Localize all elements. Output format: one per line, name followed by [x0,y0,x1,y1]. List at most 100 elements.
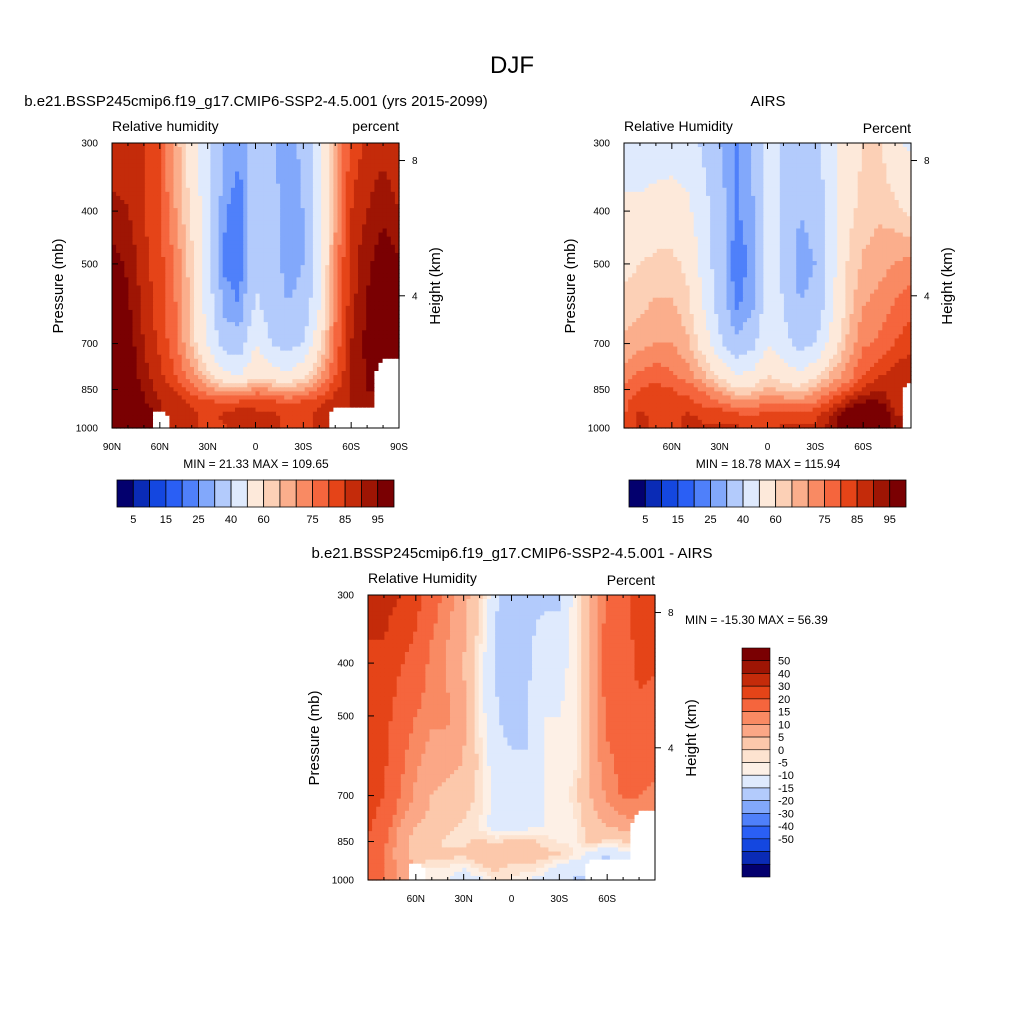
contour-cell [210,350,216,356]
contour-cell [177,285,183,291]
contour-cell [255,375,261,380]
contour-cell [378,200,384,205]
contour-cell [349,220,355,226]
contour-cell [370,330,375,335]
contour-cell [276,379,281,384]
contour-cell [112,362,117,368]
contour-cell [296,261,302,266]
contour-cell [271,163,277,169]
contour-cell [370,261,375,266]
contour-cell [235,338,240,344]
contour-cell [292,224,298,230]
contour-cell [362,187,367,193]
contour-cell [247,208,252,213]
contour-cell [181,257,187,262]
contour-cell [148,338,154,344]
contour-cell [312,208,318,213]
colorbar-label: 95 [372,514,384,526]
contour-cell [321,244,326,250]
contour-cell [181,143,187,148]
x-tick-label: 30N [198,442,216,453]
contour-cell [112,269,117,274]
contour-cell [185,301,191,307]
contour-cell [353,358,359,364]
contour-cell [255,334,261,340]
contour-cell [247,151,252,156]
contour-cell [173,191,179,197]
contour-cell [353,277,359,283]
contour-cell [374,423,380,429]
contour-cell [169,228,175,234]
contour-cell [374,191,380,197]
contour-cell [189,415,195,421]
contour-cell [157,212,162,217]
contour-cell [255,195,261,201]
contour-cell [317,155,322,160]
contour-cell [116,175,121,181]
contour-cell [144,159,150,164]
contour-cell [230,175,236,181]
contour-cell [259,293,265,299]
contour-cell [390,220,396,226]
contour-cell [177,354,183,360]
contour-cell [251,395,257,401]
contour-cell [333,354,339,360]
contour-cell [337,195,343,201]
contour-cell [341,179,347,185]
contour-cell [116,216,121,221]
contour-cell [255,285,261,291]
contour-cell [247,228,252,234]
contour-cell [251,244,257,250]
contour-cell [362,297,367,303]
contour-cell [194,195,199,201]
contour-cell [173,236,179,242]
contour-cell [181,297,187,303]
contour-cell [140,261,146,266]
contour-cell [312,143,318,148]
contour-cell [358,419,363,425]
contour-cell [255,232,261,238]
contour-cell [251,366,257,372]
contour-cell [366,163,371,169]
contour-cell [136,265,142,270]
contour-cell [112,399,117,405]
contour-cell [165,379,170,384]
contour-cell [124,208,129,213]
contour-cell [280,204,285,209]
contour-cell [349,399,355,405]
contour-cell [165,208,170,213]
contour-cell [263,187,269,193]
contour-cell [177,216,183,221]
contour-cell [382,163,388,169]
contour-cell [124,419,129,425]
contour-cell [341,309,347,315]
contour-cell [251,147,257,152]
contour-cell [169,216,175,221]
contour-cell [321,228,326,234]
contour-cell [255,371,261,376]
contour-cell [210,216,216,221]
contour-cell [263,358,269,364]
contour-cell [140,362,146,368]
contour-cell [321,395,326,401]
contour-cell [112,423,117,429]
contour-cell [181,330,187,335]
contour-cell [304,391,310,397]
contour-cell [140,297,146,303]
contour-cell [247,366,252,372]
contour-cell [255,309,261,315]
contour-cell [259,195,265,201]
contour-cell [288,175,293,181]
contour-cell [292,293,298,299]
contour-cell [271,318,277,323]
contour-cell [317,330,322,335]
contour-cell [239,171,244,177]
contour-cell [181,273,187,278]
contour-cell [230,338,236,344]
contour-cell [230,151,236,156]
contour-cell [173,159,179,164]
contour-cell [157,330,162,335]
contour-cell [157,375,162,380]
contour-cell [370,293,375,299]
contour-cell [116,167,121,173]
